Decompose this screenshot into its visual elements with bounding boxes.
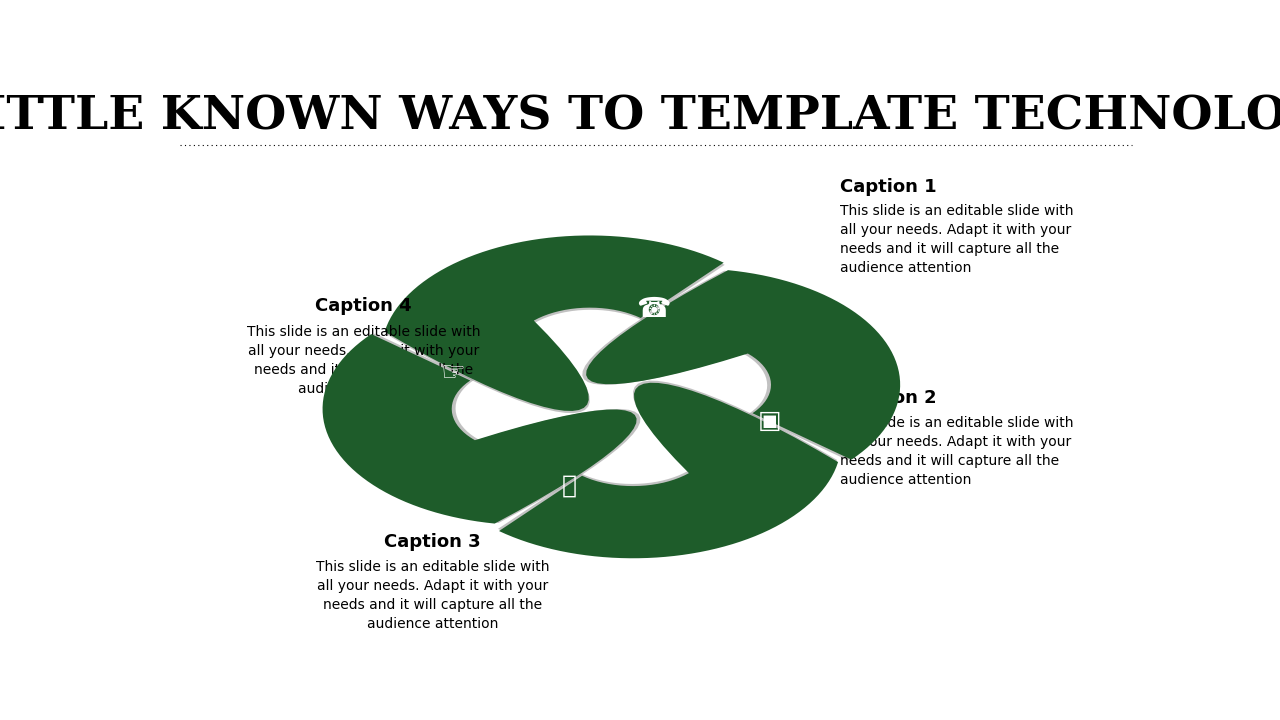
Text: ▣: ▣ [758, 408, 781, 433]
Polygon shape [586, 270, 900, 459]
Text: This slide is an editable slide with
all your needs. Adapt it with your
needs an: This slide is an editable slide with all… [840, 416, 1073, 487]
Text: LITTLE KNOWN WAYS TO TEMPLATE TECHNOLOGY: LITTLE KNOWN WAYS TO TEMPLATE TECHNOLOGY [0, 94, 1280, 140]
Text: Caption 1: Caption 1 [840, 178, 936, 196]
Text: ☞: ☞ [440, 359, 466, 387]
Text: This slide is an editable slide with
all your needs. Adapt it with your
needs an: This slide is an editable slide with all… [840, 204, 1073, 275]
Text: Caption 4: Caption 4 [315, 297, 412, 315]
Text: ☎: ☎ [636, 294, 671, 323]
Polygon shape [323, 334, 636, 523]
Polygon shape [498, 381, 837, 556]
Text: This slide is an editable slide with
all your needs. Adapt it with your
needs an: This slide is an editable slide with all… [247, 325, 480, 396]
Polygon shape [385, 238, 724, 413]
Polygon shape [384, 235, 723, 411]
Polygon shape [582, 271, 896, 460]
Polygon shape [499, 383, 838, 558]
Text: This slide is an editable slide with
all your needs. Adapt it with your
needs an: This slide is an editable slide with all… [316, 560, 549, 631]
Text: Caption 3: Caption 3 [384, 533, 481, 551]
Polygon shape [326, 333, 640, 523]
Text: 🎤: 🎤 [562, 473, 576, 498]
Text: Caption 2: Caption 2 [840, 389, 936, 407]
